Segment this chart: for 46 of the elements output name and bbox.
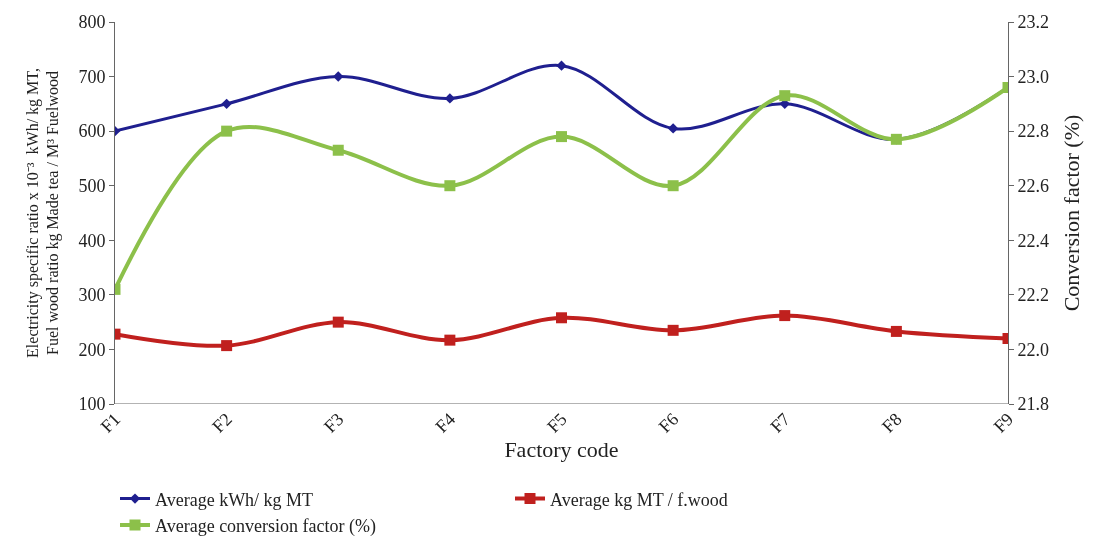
y2-tick-label: 21.8 [1017, 394, 1050, 415]
y-tick-label: 500 [78, 176, 106, 197]
point [333, 71, 344, 82]
x-tick-label: F2 [208, 409, 236, 437]
y2-tick-label: 22.2 [1017, 285, 1050, 306]
point [667, 180, 679, 192]
point [332, 316, 344, 328]
point [556, 131, 567, 143]
y2-axis-title: Conversion factor (%) [1059, 114, 1084, 312]
y-tick-label: 400 [78, 230, 106, 251]
y2-tick-label: 22.6 [1017, 176, 1050, 197]
y2-tick-label: 23.0 [1017, 66, 1050, 87]
y2-tick-label: 22.0 [1017, 339, 1050, 360]
x-tick-label: F3 [319, 409, 348, 437]
point [332, 144, 344, 156]
y2-tick-label: 22.8 [1017, 121, 1050, 142]
point [556, 60, 567, 71]
y-tick-label: 300 [78, 285, 106, 306]
legend-label: Average kWh/ kg MT [155, 489, 314, 510]
y-tick-label: 600 [78, 121, 106, 142]
point [221, 98, 232, 110]
y-axis-title: Electricity specific ratio x 10⁻³ kWh/ kg MT, Fuel wood ratio kg Made tea / M³ Fuelwood [23, 68, 63, 358]
y2-tick-label: 23.2 [1017, 12, 1050, 33]
point [890, 325, 902, 337]
point [667, 324, 679, 336]
y-tick-label: 700 [78, 66, 106, 87]
x-tick-label: F4 [431, 409, 460, 437]
legend-label: Average conversion factor (%) [155, 516, 377, 538]
legend-label: Average kg MT / f.wood [550, 489, 728, 510]
point [667, 123, 679, 134]
y-tick-label: 200 [78, 339, 106, 360]
point [444, 334, 456, 346]
point [221, 125, 233, 137]
point [444, 180, 456, 192]
y-tick-label: 800 [78, 12, 106, 33]
x-tick-label: F9 [989, 409, 1018, 437]
point [556, 312, 567, 324]
point [221, 340, 233, 352]
x-axis-title: Factory code [504, 436, 619, 462]
x-tick-label: F7 [766, 409, 794, 437]
x-tick-label: F8 [877, 409, 906, 437]
x-tick-label: F6 [654, 409, 683, 437]
point [779, 90, 791, 102]
point [779, 310, 791, 322]
x-tick-label: F5 [543, 409, 571, 437]
y2-tick-label: 22.4 [1017, 230, 1050, 251]
